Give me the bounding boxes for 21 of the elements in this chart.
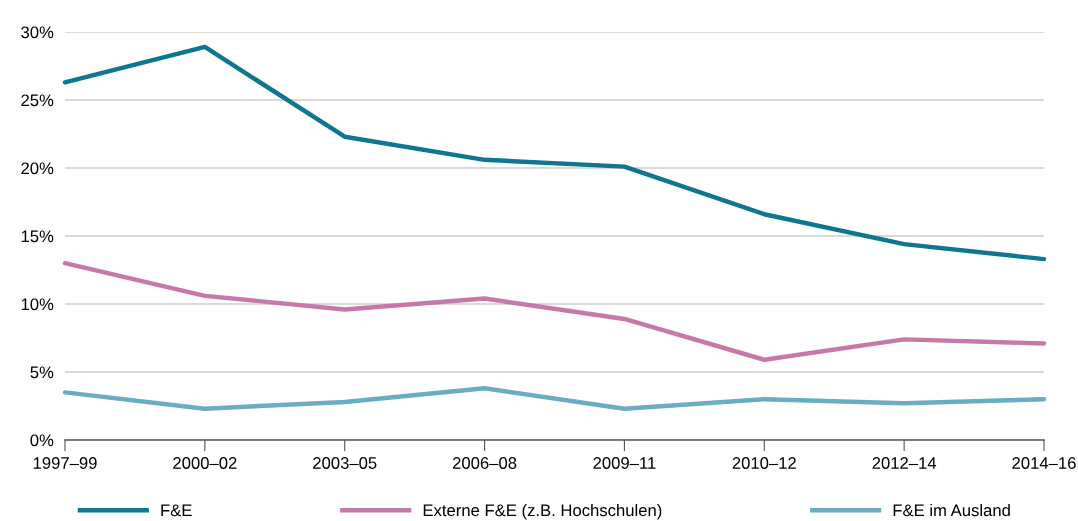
y-tick-label: 10%	[21, 298, 54, 311]
y-tick-label: 5%	[30, 366, 54, 379]
y-tick-label: 30%	[21, 26, 54, 39]
y-tick-label: 25%	[21, 94, 54, 107]
x-tick-label: 2000–02	[173, 457, 237, 469]
legend-label: F&E	[161, 504, 192, 517]
y-tick-label: 0%	[30, 434, 54, 447]
legend-label: Externe F&E (z.B. Hochschulen)	[423, 503, 662, 520]
x-tick-label: 2014–16	[1012, 457, 1076, 469]
x-tick-label: 2012–14	[872, 457, 937, 469]
x-tick-label: 1997–99	[33, 457, 97, 469]
line-series	[62, 386, 1047, 411]
x-tick-label: 2006–08	[452, 457, 517, 469]
x-tick-label: 2010–12	[732, 457, 796, 469]
x-tick-label: 2009–11	[593, 457, 656, 469]
y-tick-label: 15%	[21, 230, 54, 243]
y-tick-label: 20%	[21, 162, 54, 175]
x-tick-label: 2003–05	[313, 457, 377, 469]
line-series	[62, 260, 1047, 362]
line-series	[62, 44, 1047, 262]
legend-label: F&E im Ausland	[893, 503, 1010, 517]
